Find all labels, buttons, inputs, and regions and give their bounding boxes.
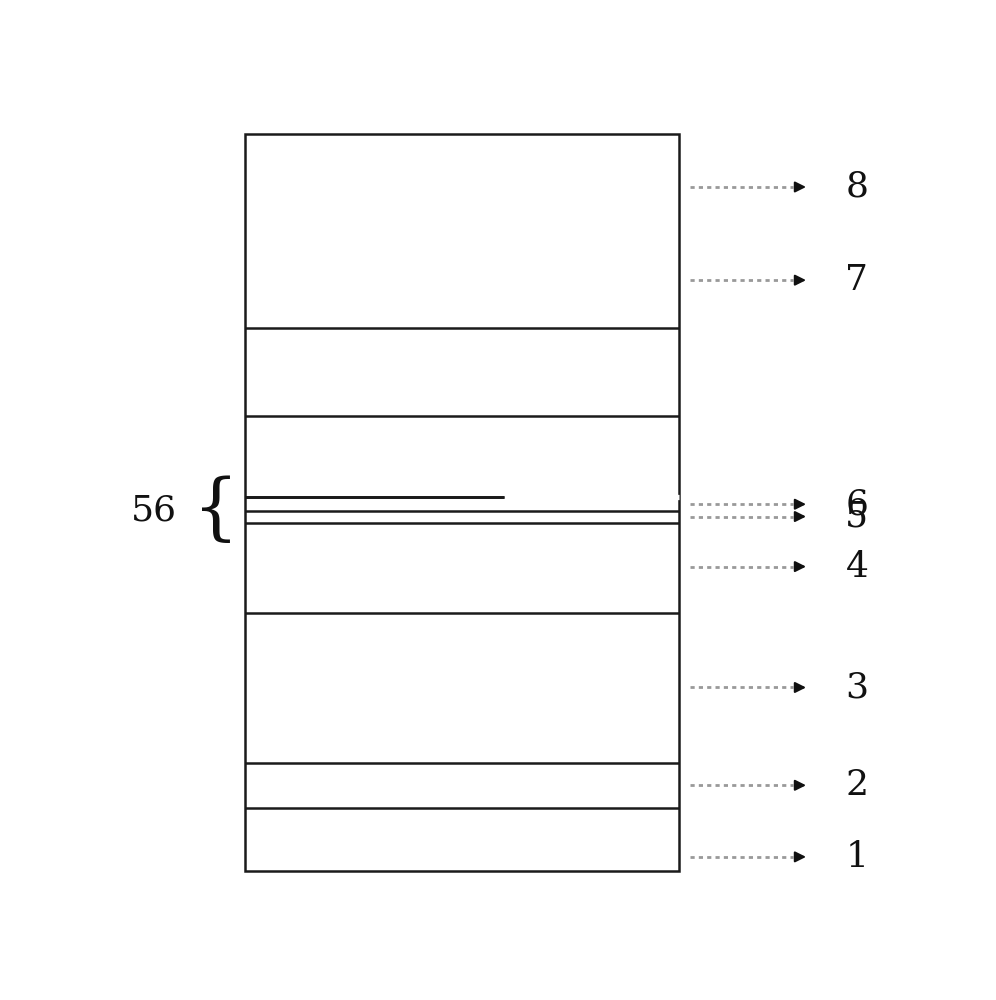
Text: 1: 1 [846,840,869,874]
Bar [245,134,678,871]
Text: 5: 5 [846,500,869,534]
Text: 4: 4 [846,550,869,584]
Text: 3: 3 [846,670,869,704]
Text: 7: 7 [846,263,869,297]
Text: 56: 56 [130,493,177,527]
Text: 8: 8 [846,170,869,204]
Text: 2: 2 [846,768,869,802]
Text: {: { [193,475,239,546]
Text: 6: 6 [846,487,869,521]
